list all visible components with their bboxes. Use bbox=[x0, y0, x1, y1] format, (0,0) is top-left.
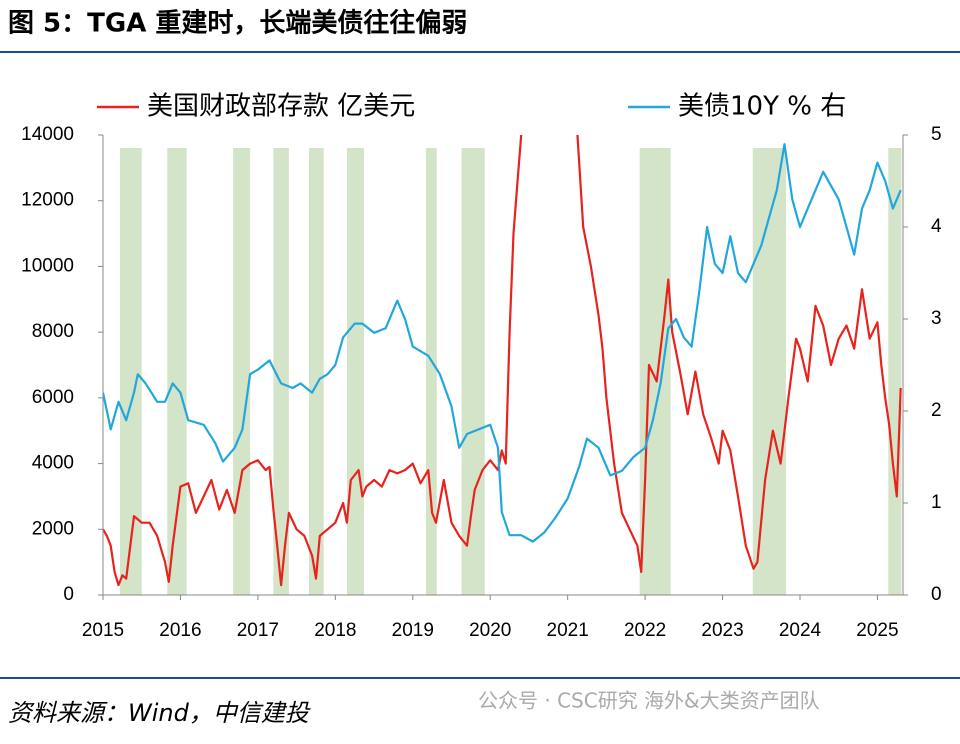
shaded-band bbox=[167, 148, 187, 595]
y-tick-label: 4000 bbox=[32, 453, 74, 474]
y-tick-label: 0 bbox=[63, 584, 74, 605]
x-tick-label: 2020 bbox=[469, 620, 511, 641]
y2-tick-label: 3 bbox=[931, 308, 942, 329]
y-tick-label: 2000 bbox=[32, 518, 74, 539]
shaded-band bbox=[233, 148, 251, 595]
x-tick-label: 2024 bbox=[779, 620, 822, 641]
shaded-band bbox=[273, 148, 289, 595]
shaded-band bbox=[888, 148, 902, 595]
x-tick-label: 2021 bbox=[547, 620, 589, 641]
x-tick-label: 2025 bbox=[856, 620, 898, 641]
x-tick-label: 2018 bbox=[314, 620, 356, 641]
y-tick-label: 8000 bbox=[32, 321, 74, 342]
x-tick-label: 2015 bbox=[82, 620, 124, 641]
y2-tick-label: 0 bbox=[931, 584, 942, 605]
shaded-bands bbox=[120, 148, 902, 595]
y2-tick-label: 4 bbox=[931, 216, 942, 237]
shaded-band bbox=[309, 148, 324, 595]
chart-title: 图 5：TGA 重建时，长端美债往往偏弱 bbox=[8, 8, 467, 39]
y2-tick-label: 5 bbox=[931, 124, 942, 145]
shaded-band bbox=[425, 148, 437, 595]
legend-label: 美债10Y % 右 bbox=[678, 92, 846, 122]
series-line bbox=[103, 135, 902, 587]
shaded-band bbox=[346, 148, 364, 595]
shaded-band bbox=[120, 148, 142, 595]
legend-label: 美国财政部存款 亿美元 bbox=[147, 92, 415, 122]
y-tick-label: 12000 bbox=[21, 190, 74, 211]
y-tick-label: 6000 bbox=[32, 387, 74, 408]
x-tick-label: 2023 bbox=[701, 620, 743, 641]
shaded-band bbox=[461, 148, 485, 595]
y2-tick-label: 2 bbox=[931, 400, 942, 421]
x-tick-label: 2022 bbox=[624, 620, 666, 641]
watermark: 公众号 · CSC研究 海外&大类资产团队 bbox=[478, 689, 820, 713]
x-tick-label: 2016 bbox=[159, 620, 201, 641]
shaded-band bbox=[752, 148, 787, 595]
y-tick-label: 14000 bbox=[21, 124, 74, 145]
series-line bbox=[103, 143, 902, 543]
plot-lines bbox=[103, 135, 902, 587]
y2-tick-label: 1 bbox=[931, 492, 942, 513]
x-tick-label: 2019 bbox=[392, 620, 434, 641]
shaded-band bbox=[639, 148, 671, 595]
source: 资料来源：Wind，中信建投 bbox=[8, 699, 311, 727]
x-tick-label: 2017 bbox=[237, 620, 279, 641]
y-tick-label: 10000 bbox=[21, 255, 74, 276]
